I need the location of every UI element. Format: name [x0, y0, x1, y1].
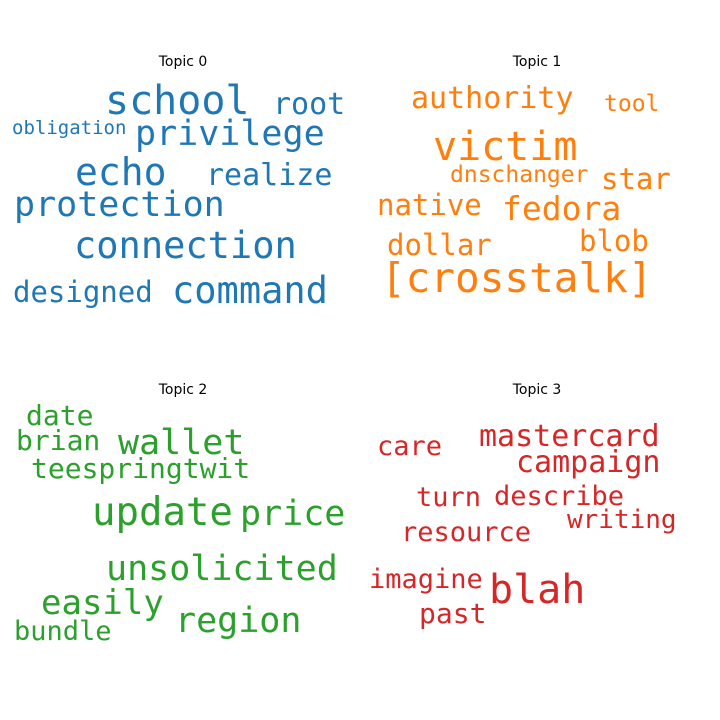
topic-2-word-unsolicited: unsolicited — [106, 549, 338, 589]
topic-3-word-care: care — [377, 431, 442, 462]
topic-0-title: Topic 0 — [158, 54, 208, 70]
topic-0-word-obligation: obligation — [12, 117, 126, 139]
topic-0-panel: Topic 0 school root obligation privilegeech… — [12, 54, 345, 312]
topic-0-word-root: root — [273, 87, 345, 122]
topic-1-title: Topic 1 — [512, 54, 562, 70]
topic-1-word-star: star — [601, 162, 671, 196]
topic-1-word-fedora: fedora — [502, 189, 621, 228]
topic-0-word-school: school — [105, 78, 250, 124]
topic-2-word-date: date — [26, 399, 93, 432]
topic-1-word-native: native — [377, 188, 482, 222]
topic-0-word-connection: connection — [74, 224, 297, 267]
topic-1-word-tool: tool — [604, 91, 659, 117]
topic-0-word-command: command — [172, 269, 328, 312]
topic-1-word-blob: blob — [579, 224, 649, 258]
topic-2-word-wallet: wallet — [118, 423, 244, 463]
topic-3-word-campaign: campaign — [516, 445, 661, 480]
topic-2-word-update: update — [92, 490, 233, 535]
topic-3-word-blah: blah — [489, 567, 585, 613]
topic-2-word-bundle: bundle — [14, 616, 112, 647]
topic-1-word-dnschanger: dnschanger — [450, 162, 588, 188]
topic-3-word-past: past — [419, 597, 486, 630]
topic-3-word-turn: turn — [416, 482, 481, 513]
topic-2-word-teespringtwit: teespringtwit — [31, 452, 250, 485]
topic-1-word-dollar: dollar — [387, 228, 492, 262]
topic-2-word-region: region — [175, 601, 301, 641]
topic-3-word-imagine: imagine — [369, 564, 483, 595]
topic-3-word-describe: describe — [494, 481, 624, 512]
topic-3-word-resource: resource — [401, 517, 531, 548]
topic-0-word-privilege: privilege — [135, 114, 325, 154]
topic-2-word-easily: easily — [41, 583, 164, 623]
topic-3-word-writing: writing — [567, 505, 677, 535]
topic-2-title: Topic 2 — [158, 382, 208, 398]
topic-3-title: Topic 3 — [512, 382, 562, 398]
topic-3-word-mastercard: mastercard — [479, 419, 660, 454]
topic-2-word-price: price — [240, 494, 345, 534]
topic-1-word-authority: authority — [411, 81, 574, 116]
topic-0-word-realize: realize — [206, 158, 332, 193]
topic-1-word-crosstalk: [crosstalk] — [381, 254, 653, 302]
topic-0-word-echo: echo — [75, 150, 167, 194]
topic-0-word-protection: protection — [14, 185, 225, 225]
topic-2-word-brian: brian — [16, 424, 100, 457]
topic-0-word-designed: designed — [13, 275, 153, 309]
topic-1-word-victim: victim — [433, 124, 578, 170]
